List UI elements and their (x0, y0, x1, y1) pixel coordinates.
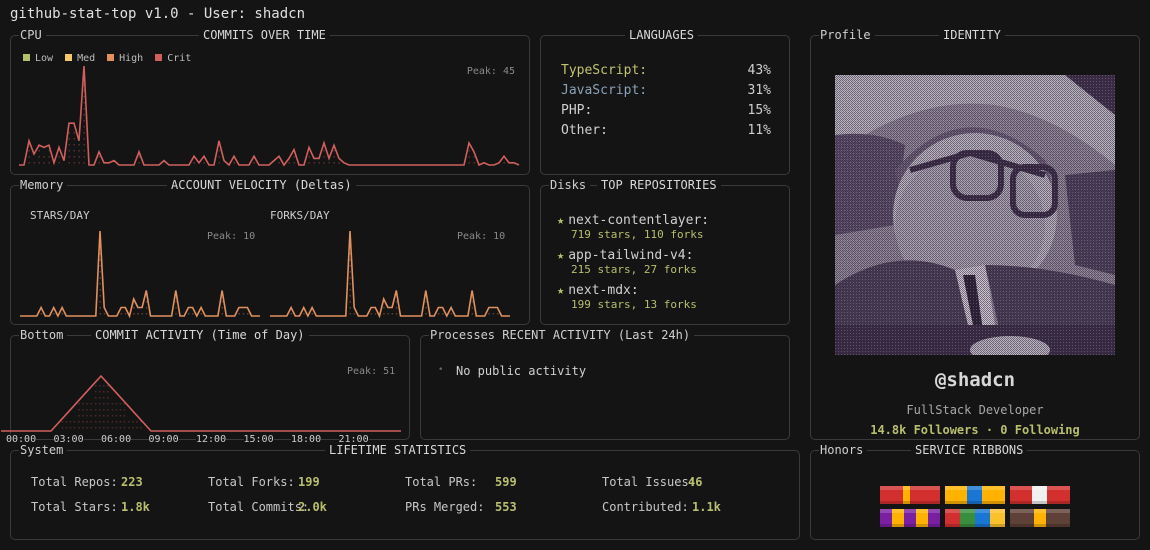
ribbon-2-icon[interactable] (945, 486, 1005, 504)
window-title: github-stat-top v1.0 - User: shadcn (10, 6, 306, 22)
repo-item[interactable]: ★ next-contentlayer: 719 stars, 110 forks (557, 213, 709, 241)
stat-value: 223 (121, 475, 143, 489)
star-icon: ★ (557, 213, 565, 227)
bullet-icon: • (438, 365, 444, 375)
commits-panel: CPU COMMITS OVER TIME Low Med High Crit … (10, 27, 530, 175)
panel-tag: Memory (19, 177, 68, 193)
stat-label: Total PRs: (405, 475, 478, 489)
panel-tag: CPU (19, 27, 46, 43)
activity-panel: Bottom COMMIT ACTIVITY (Time of Day) Pea… (1, 327, 410, 445)
ribbon-4-icon[interactable] (880, 509, 940, 527)
star-icon: ★ (557, 248, 565, 262)
profile-role: FullStack Developer (906, 403, 1044, 417)
language-name: TypeScript: (561, 63, 648, 78)
language-name: JavaScript: (561, 83, 648, 98)
stat-value: 199 (298, 475, 320, 489)
profile-handle: @shadcn (934, 369, 1016, 391)
stat-value: 1.8k (121, 500, 150, 514)
panel-tag: Honors (819, 442, 868, 458)
ribbon-3-icon[interactable] (1010, 486, 1070, 504)
panel-tag: Profile (819, 27, 875, 43)
forks-peak-label: Peak: 10 (457, 231, 506, 242)
language-percent: 15% (747, 103, 771, 118)
panel-tag: Bottom (19, 327, 68, 343)
x-tick-label: 03:00 (53, 434, 84, 445)
x-tick-label: 18:00 (291, 434, 322, 445)
recent-panel: Processes RECENT ACTIVITY (Last 24h) • N… (420, 327, 790, 440)
x-tick-label: 21:00 (338, 434, 369, 445)
repo-name[interactable]: next-mdx: (568, 283, 639, 298)
legend-high: High (107, 53, 143, 64)
language-name: PHP: (561, 103, 593, 118)
language-percent: 43% (747, 63, 771, 78)
panel-title: COMMITS OVER TIME (199, 27, 330, 43)
commits-chart (19, 65, 520, 167)
panel-title: TOP REPOSITORIES (597, 177, 721, 193)
avatar (835, 75, 1115, 355)
identity-panel: Profile IDENTITY (810, 27, 1140, 440)
velocity-panel: Memory ACCOUNT VELOCITY (Deltas) STARS/D… (10, 177, 530, 325)
stars-label: STARS/DAY (30, 209, 90, 222)
stat-label: Total Commits: (208, 500, 310, 514)
stat-label: Total Stars: (31, 500, 118, 514)
activity-chart (1, 374, 401, 432)
stat-label: Total Forks: (208, 475, 295, 489)
legend-crit: Crit (155, 53, 191, 64)
repo-name[interactable]: next-contentlayer: (568, 213, 710, 228)
panel-title: ACCOUNT VELOCITY (Deltas) (167, 177, 356, 193)
languages-panel: LANGUAGES TypeScript: 43% JavaScript: 31% PH… (540, 27, 790, 175)
peak-label: Peak: 45 (466, 66, 515, 77)
chart-legend: Low Med High Crit (23, 53, 191, 64)
stat-value: 1.1k (692, 500, 721, 514)
stat-label: PRs Merged: (405, 500, 485, 514)
panel-tag: Processes RECENT ACTIVITY (Last 24h) (429, 327, 695, 343)
ribbon-1-icon[interactable] (880, 486, 940, 504)
language-name: Other: (561, 123, 608, 138)
star-icon: ★ (557, 283, 565, 297)
panel-title: SERVICE RIBBONS (911, 442, 1028, 458)
language-percent: 11% (747, 123, 771, 138)
forks-chart (270, 230, 510, 319)
repo-item[interactable]: ★ app-tailwind-v4: 215 stars, 27 forks (557, 248, 709, 276)
ribbon-6-icon[interactable] (1010, 509, 1070, 527)
stars-chart (20, 230, 260, 319)
repo-stats: 719 stars, 110 forks (571, 228, 704, 241)
repo-item[interactable]: ★ next-mdx: 199 stars, 13 forks (557, 283, 709, 311)
honors-panel: Honors SERVICE RIBBONS (810, 442, 1140, 540)
stat-value: 553 (495, 500, 517, 514)
stat-value: 46 (688, 475, 703, 489)
x-tick-label: 00:00 (6, 434, 37, 445)
stat-label: Contributed: (602, 500, 689, 514)
forks-label: FORKS/DAY (270, 209, 330, 222)
x-tick-label: 12:00 (196, 434, 227, 445)
legend-low: Low (23, 53, 53, 64)
panel-tag: System (19, 442, 68, 458)
panel-title: COMMIT ACTIVITY (Time of Day) (91, 327, 309, 343)
legend-med: Med (65, 53, 95, 64)
lifetime-panel: System LIFETIME STATISTICS Total Repos: 2… (10, 442, 800, 540)
stat-value: 599 (495, 475, 517, 489)
panel-tag: Disks (549, 177, 591, 193)
stars-peak-label: Peak: 10 (207, 231, 256, 242)
repos-panel: Disks TOP REPOSITORIES ★ next-contentlaye… (540, 177, 790, 325)
panel-title: IDENTITY (939, 27, 1005, 43)
repo-stats: 199 stars, 13 forks (571, 298, 697, 311)
x-tick-label: 15:00 (243, 434, 274, 445)
ribbon-5-icon[interactable] (945, 509, 1005, 527)
empty-activity-text: No public activity (456, 364, 587, 378)
user-avatar-icon (835, 75, 1115, 355)
repo-name[interactable]: app-tailwind-v4: (568, 248, 694, 263)
language-percent: 31% (747, 83, 771, 98)
panel-title: LANGUAGES (625, 27, 699, 43)
stat-value: 2.0k (298, 500, 327, 514)
x-tick-label: 09:00 (148, 434, 179, 445)
x-tick-label: 06:00 (101, 434, 132, 445)
repo-stats: 215 stars, 27 forks (571, 263, 697, 276)
peak-label: Peak: 51 (347, 366, 396, 377)
stat-label: Total Repos: (31, 475, 118, 489)
profile-followers[interactable]: 14.8k Followers · 0 Following (870, 423, 1080, 437)
panel-title: LIFETIME STATISTICS (325, 442, 471, 458)
stat-label: Total Issues: (602, 475, 696, 489)
